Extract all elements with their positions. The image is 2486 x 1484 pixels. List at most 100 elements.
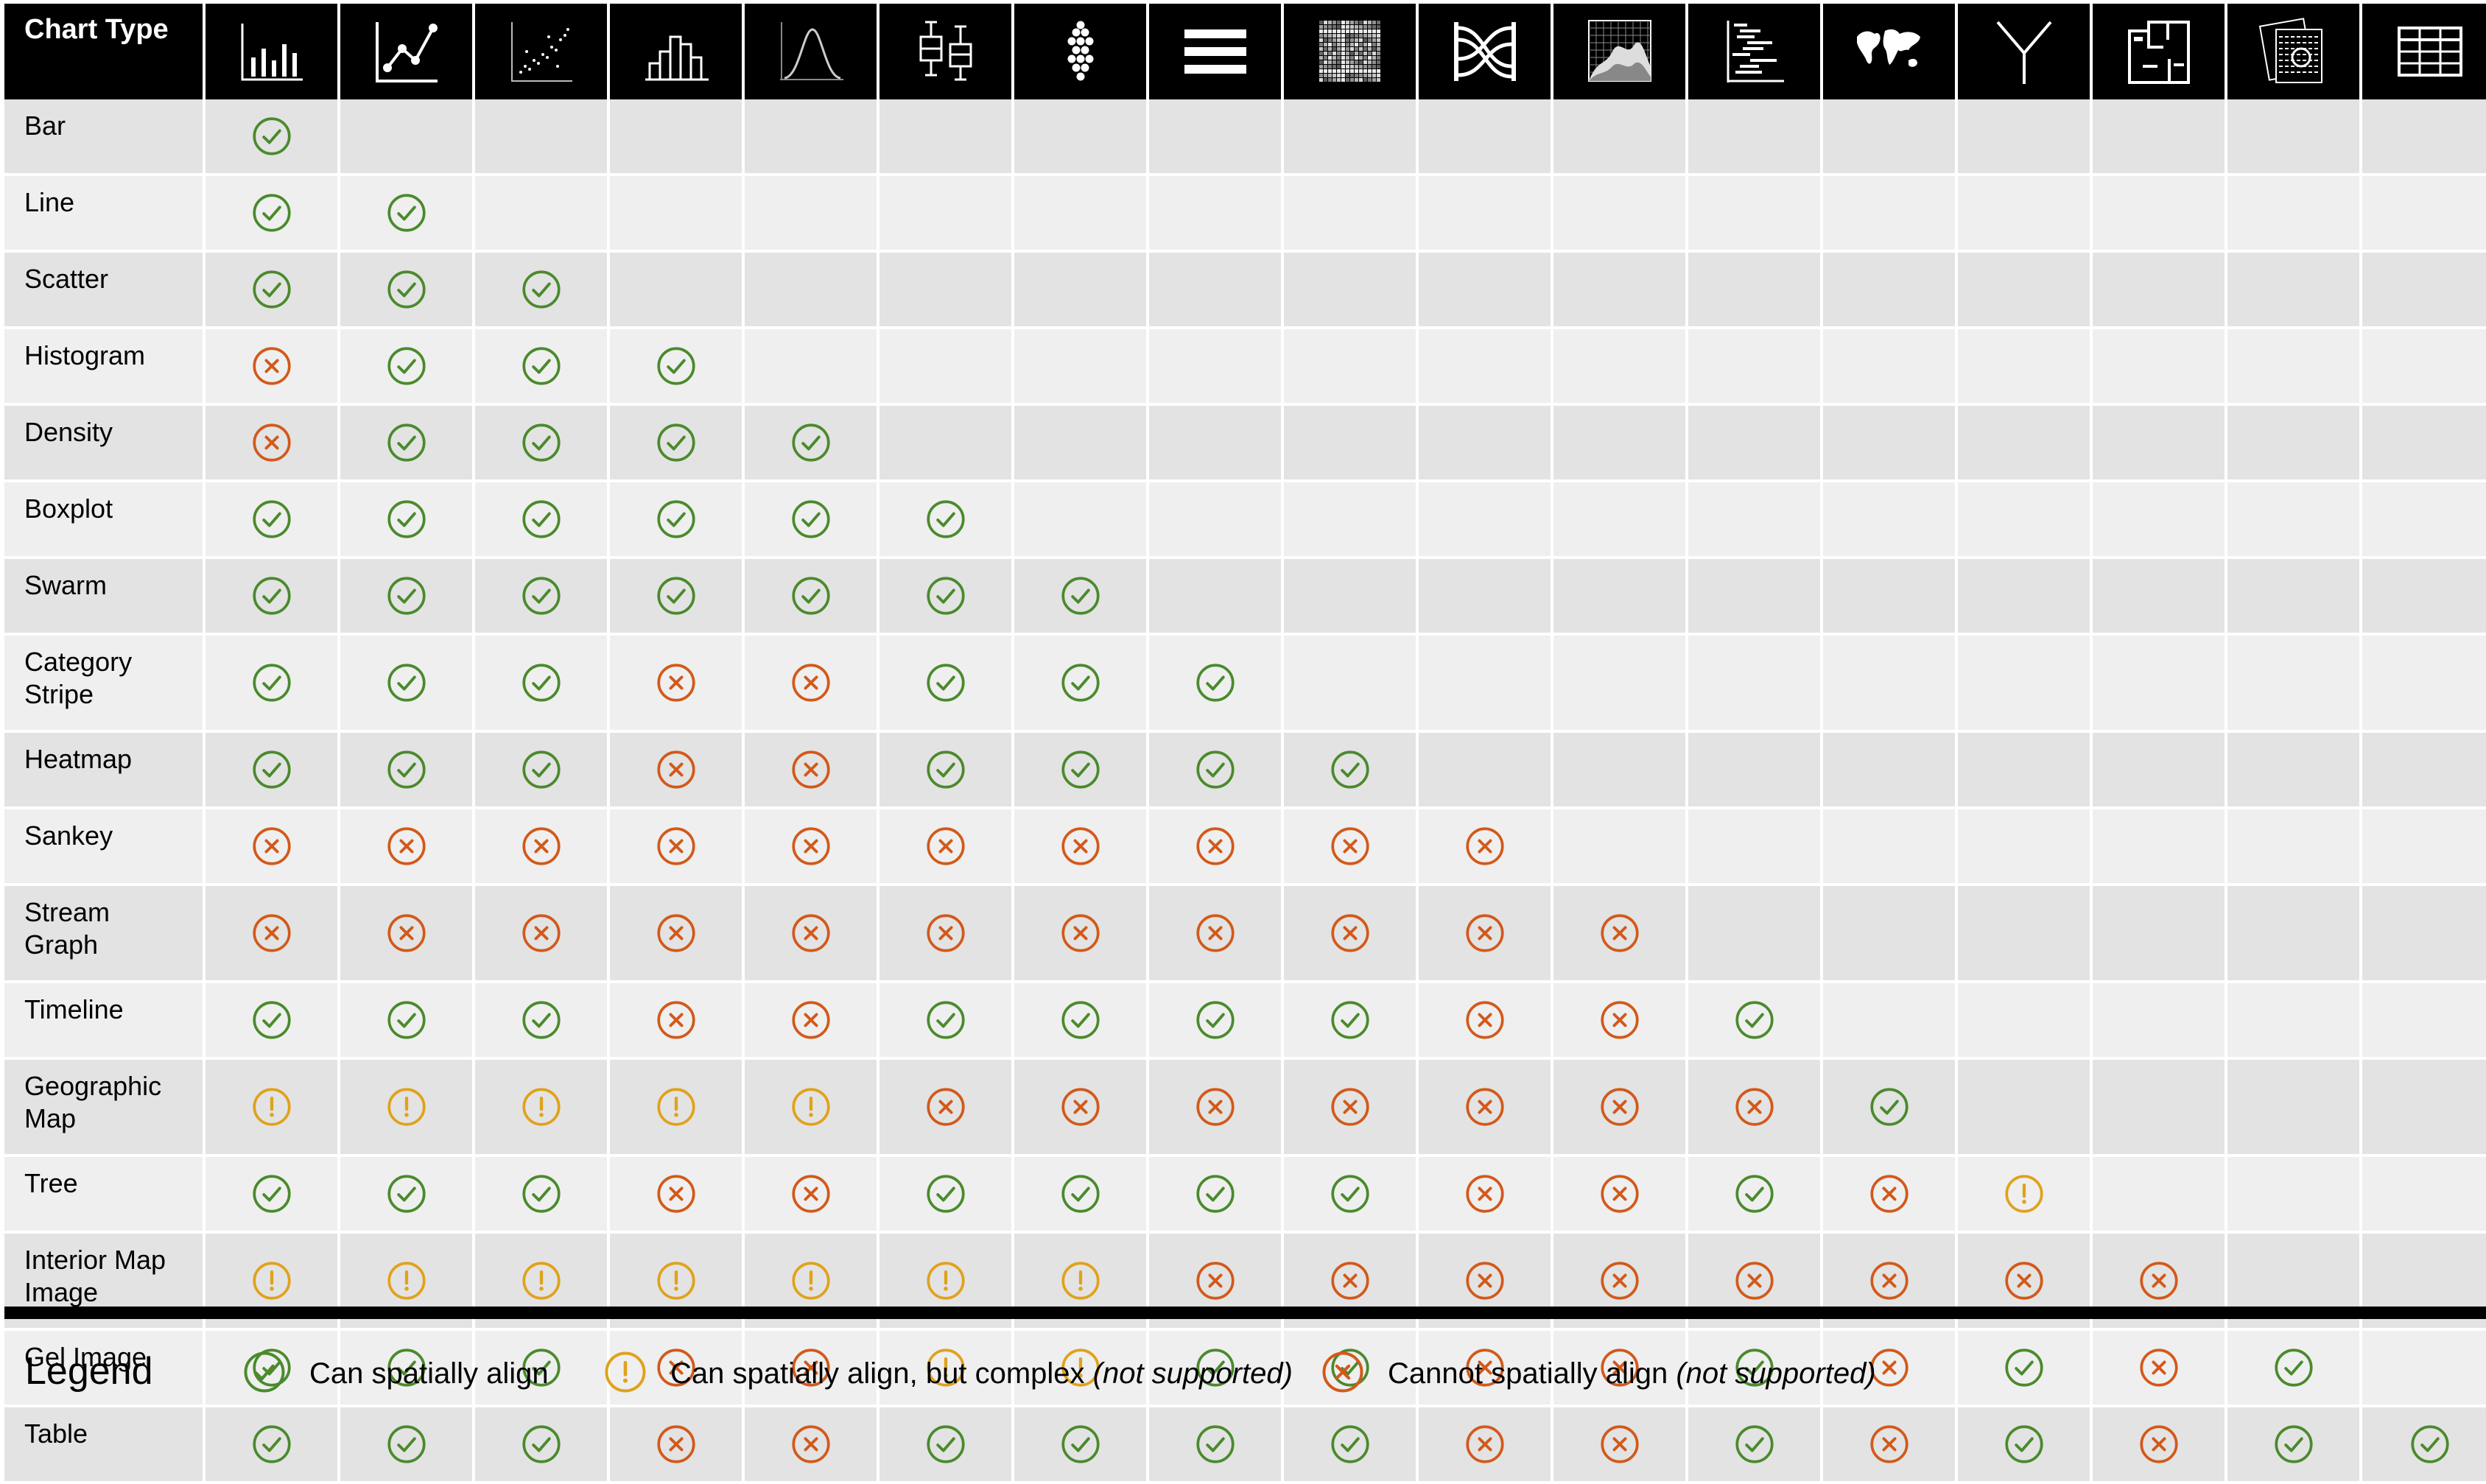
empty-cell — [2362, 329, 2486, 406]
empty-cell — [1958, 636, 2093, 733]
empty-cell — [879, 406, 1014, 482]
table-row: Category Stripe — [4, 636, 2486, 733]
empty-cell — [2362, 482, 2486, 559]
empty-cell — [340, 99, 475, 176]
cross-circle-icon — [879, 886, 1014, 983]
warning-circle-icon — [745, 1060, 879, 1157]
empty-cell — [1688, 809, 1823, 886]
legend-cross-text: Cannot spatially align — [1388, 1357, 1676, 1390]
check-circle-icon — [206, 983, 340, 1060]
empty-cell — [2362, 886, 2486, 983]
empty-cell — [1823, 329, 1958, 406]
empty-cell — [1823, 733, 1958, 809]
check-circle-icon — [879, 1157, 1014, 1234]
empty-cell — [879, 329, 1014, 406]
empty-cell — [1553, 636, 1688, 733]
table-row: Density — [4, 406, 2486, 482]
empty-cell — [2227, 329, 2362, 406]
empty-cell — [2362, 559, 2486, 636]
cross-circle-icon — [1284, 1060, 1419, 1157]
scatter-plot-icon — [475, 4, 610, 99]
empty-cell — [1688, 482, 1823, 559]
empty-cell — [1553, 406, 1688, 482]
empty-cell — [1958, 329, 2093, 406]
empty-cell — [1419, 99, 1553, 176]
empty-cell — [2093, 1060, 2227, 1157]
empty-cell — [2093, 636, 2227, 733]
check-circle-icon — [1014, 1157, 1149, 1234]
cross-circle-icon — [610, 809, 745, 886]
check-circle-icon — [475, 559, 610, 636]
check-circle-icon — [879, 559, 1014, 636]
row-label: Scatter — [4, 253, 206, 329]
check-circle-icon — [1014, 559, 1149, 636]
check-circle-icon — [1149, 733, 1284, 809]
check-circle-icon — [340, 329, 475, 406]
check-circle-icon — [340, 983, 475, 1060]
cross-circle-icon — [206, 886, 340, 983]
row-label: Timeline — [4, 983, 206, 1060]
warning-circle-icon — [610, 1060, 745, 1157]
empty-cell — [1688, 176, 1823, 253]
header-row: Chart Type — [4, 4, 2486, 99]
check-circle-icon — [206, 99, 340, 176]
check-circle-icon — [475, 406, 610, 482]
empty-cell — [2362, 636, 2486, 733]
empty-cell — [1014, 482, 1149, 559]
cross-circle-icon — [745, 636, 879, 733]
cross-circle-icon — [745, 886, 879, 983]
empty-cell — [1823, 253, 1958, 329]
check-circle-icon — [610, 482, 745, 559]
empty-cell — [2093, 99, 2227, 176]
check-circle-icon — [340, 1157, 475, 1234]
check-circle-icon — [1149, 983, 1284, 1060]
legend-warning-note: (not supported) — [1092, 1357, 1293, 1390]
compatibility-matrix: Chart Type Bar Line Scatter Histogram Densit… — [4, 4, 2486, 1484]
check-circle-icon — [340, 1407, 475, 1484]
check-circle-icon — [475, 1407, 610, 1484]
table-row: Line — [4, 176, 2486, 253]
empty-cell — [2362, 1060, 2486, 1157]
empty-cell — [1553, 176, 1688, 253]
check-circle-icon — [475, 733, 610, 809]
empty-cell — [1149, 253, 1284, 329]
cross-circle-icon — [206, 406, 340, 482]
cross-circle-icon — [1419, 886, 1553, 983]
empty-cell — [1823, 482, 1958, 559]
empty-cell — [1284, 559, 1419, 636]
empty-cell — [1014, 406, 1149, 482]
empty-cell — [610, 99, 745, 176]
empty-cell — [1688, 636, 1823, 733]
row-label: Gel Image — [4, 1331, 206, 1407]
category-stripe-icon — [1149, 4, 1284, 99]
check-circle-icon — [2227, 1331, 2362, 1407]
row-label: Boxplot — [4, 482, 206, 559]
empty-cell — [1284, 176, 1419, 253]
empty-cell — [2362, 733, 2486, 809]
sankey-icon — [1419, 4, 1553, 99]
empty-cell — [1823, 559, 1958, 636]
check-circle-icon — [879, 733, 1014, 809]
empty-cell — [1553, 99, 1688, 176]
check-circle-icon — [1688, 983, 1823, 1060]
empty-cell — [1149, 406, 1284, 482]
warning-circle-icon — [879, 1331, 1014, 1407]
empty-cell — [2227, 1157, 2362, 1234]
gel-image-icon — [2227, 4, 2362, 99]
stream-graph-icon — [1553, 4, 1688, 99]
check-circle-icon — [206, 482, 340, 559]
empty-cell — [1958, 886, 2093, 983]
check-circle-icon — [1688, 1157, 1823, 1234]
geographic-map-icon — [1823, 4, 1958, 99]
empty-cell — [1014, 99, 1149, 176]
cross-circle-icon — [610, 1407, 745, 1484]
cross-circle-icon — [475, 886, 610, 983]
tree-icon — [1958, 4, 2093, 99]
table-row: Table — [4, 1407, 2486, 1484]
empty-cell — [1284, 482, 1419, 559]
legend: Legend Can spatially align Can spatially… — [0, 1330, 2486, 1402]
cross-circle-icon — [1553, 983, 1688, 1060]
empty-cell — [1149, 482, 1284, 559]
cross-circle-icon — [1321, 1351, 1388, 1397]
empty-cell — [2093, 886, 2227, 983]
